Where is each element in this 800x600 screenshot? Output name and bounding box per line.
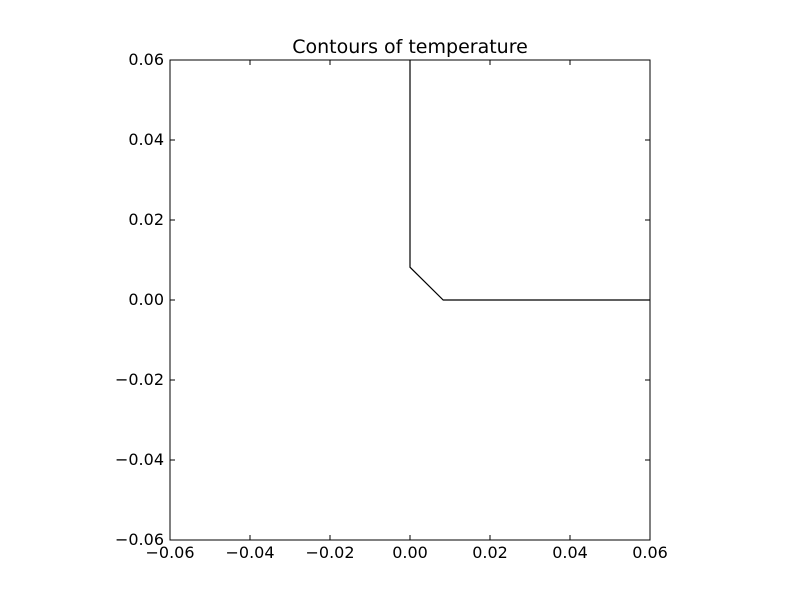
y-tick-label: −0.06	[115, 530, 164, 549]
ticks-layer: −0.06 −0.04 −0.02 0.00 0.02 0.04 0.06 −0.06 −0.0…	[115, 50, 668, 562]
chart-title: Contours of temperature	[292, 36, 528, 58]
x-tick-label: −0.06	[145, 543, 194, 562]
y-tick-label: −0.02	[115, 370, 164, 389]
y-tick-label: 0.04	[128, 130, 164, 149]
y-tick-label: 0.02	[128, 210, 164, 229]
y-tick-label: 0.00	[128, 290, 164, 309]
contour-line	[409, 60, 650, 301]
x-tick-label: 0.02	[472, 543, 508, 562]
y-tick-label: 0.06	[128, 50, 164, 69]
x-tick-label: −0.02	[305, 543, 354, 562]
y-tick-label: −0.04	[115, 450, 164, 469]
x-tick-label: 0.06	[632, 543, 668, 562]
plot-frame	[169, 59, 651, 541]
x-tick-label: 0.04	[552, 543, 588, 562]
x-tick-label: −0.04	[225, 543, 274, 562]
x-tick-label: 0.00	[392, 543, 428, 562]
series-layer	[409, 60, 650, 301]
